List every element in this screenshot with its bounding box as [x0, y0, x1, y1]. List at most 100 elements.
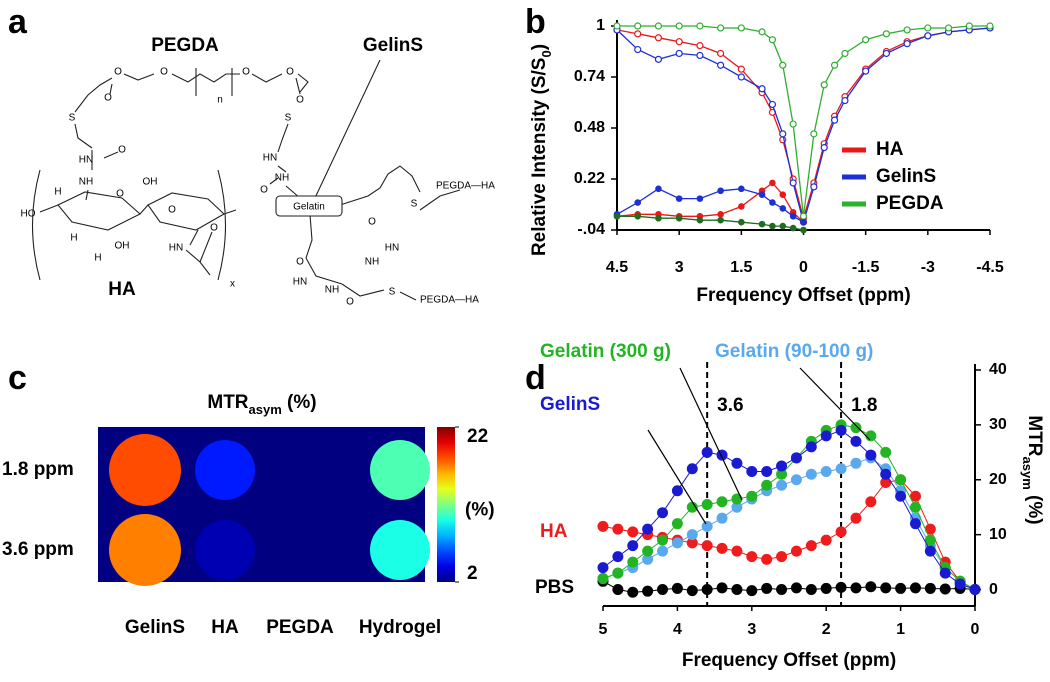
- data-point: [909, 490, 921, 502]
- atom-label: S: [389, 287, 396, 298]
- y-tick-label: 40: [989, 361, 1007, 378]
- gelatin-box: [275, 195, 343, 217]
- atom-label: NH: [275, 173, 289, 184]
- data-point: [634, 22, 642, 30]
- data-point: [835, 463, 847, 475]
- data-point: [939, 583, 951, 595]
- data-point: [880, 446, 892, 458]
- data-point: [779, 222, 787, 230]
- series-label: GelinS: [540, 394, 600, 415]
- data-point: [820, 81, 828, 89]
- atom-label: O: [114, 67, 122, 78]
- data-point: [830, 61, 839, 69]
- data-point: [612, 567, 624, 579]
- data-point: [634, 45, 642, 54]
- data-point: [731, 584, 743, 596]
- atom-label: O: [242, 67, 250, 78]
- data-point: [865, 496, 877, 508]
- data-point: [627, 586, 639, 598]
- y-axis-label-main: MTR: [1024, 415, 1045, 456]
- data-point: [865, 430, 877, 442]
- data-point: [909, 501, 921, 513]
- x-tick-label: 4: [673, 621, 682, 638]
- data-point: [761, 479, 773, 491]
- leader-line: [647, 429, 707, 525]
- atom-label: O: [296, 95, 304, 106]
- data-point: [850, 435, 862, 447]
- x-tick-label: -3: [921, 259, 935, 276]
- atom-label: O: [368, 217, 376, 228]
- data-point: [627, 540, 639, 552]
- x-axis-label: Frequency Offset (ppm): [696, 285, 910, 306]
- data-point: [835, 526, 847, 538]
- data-point: [944, 24, 953, 32]
- atom-label: HN: [169, 243, 183, 254]
- data-point: [768, 100, 777, 109]
- data-point: [716, 542, 728, 554]
- data-point: [924, 582, 936, 594]
- data-point: [716, 582, 728, 594]
- data-point: [924, 24, 932, 32]
- data-point: [850, 422, 862, 434]
- x-tick-label: 0: [971, 621, 980, 638]
- data-point: [675, 195, 683, 202]
- data-point: [696, 195, 704, 202]
- leader-line: [679, 367, 743, 501]
- data-point: [790, 474, 802, 486]
- reference-label: 3.6: [717, 395, 743, 416]
- y-tick-label: 0: [989, 581, 998, 598]
- data-point: [597, 520, 609, 532]
- x-tick-label: 1: [896, 621, 905, 638]
- series-label: Gelatin (300 g): [540, 341, 671, 362]
- gelatin-label: Gelatin: [293, 202, 325, 213]
- data-point: [686, 463, 698, 475]
- data-point: [805, 540, 817, 552]
- series-label: PBS: [535, 577, 574, 598]
- atom-label: O: [160, 67, 168, 78]
- atom-label: O: [346, 297, 354, 308]
- atom-label: H: [54, 187, 61, 198]
- data-point: [737, 24, 745, 32]
- link-label: PEGDA—HA: [436, 181, 495, 192]
- x-tick-label: 4.5: [606, 259, 628, 276]
- atom-label: HO: [21, 209, 36, 220]
- data-point: [779, 191, 787, 198]
- data-point: [671, 582, 683, 594]
- data-point: [800, 218, 807, 226]
- leader-line: [799, 367, 871, 441]
- sample-spot: [296, 546, 304, 554]
- x-tick-label: 5: [599, 621, 608, 638]
- atom-label: O: [118, 145, 126, 156]
- data-point: [789, 179, 797, 187]
- data-point: [675, 22, 683, 30]
- data-point: [850, 582, 862, 594]
- data-point: [790, 545, 802, 557]
- data-point: [882, 49, 890, 58]
- column-label: Hydrogel: [359, 617, 441, 638]
- data-point: [731, 493, 743, 505]
- data-point: [634, 30, 642, 38]
- atom-label: NH: [365, 257, 379, 268]
- data-point: [717, 61, 725, 69]
- data-point: [737, 65, 745, 73]
- data-point: [761, 582, 773, 594]
- row-label: 1.8 ppm: [2, 459, 74, 480]
- data-point: [696, 216, 704, 224]
- data-point: [903, 26, 911, 34]
- data-point: [768, 36, 777, 44]
- sample-spot: [109, 434, 181, 506]
- sample-spot: [195, 520, 255, 580]
- y-axis-label-end: ): [529, 44, 550, 50]
- data-point: [696, 42, 704, 50]
- y-tick-label: 0.74: [574, 68, 605, 85]
- atom-label: S: [285, 113, 292, 124]
- data-point: [731, 545, 743, 557]
- panel-label: d: [525, 359, 546, 397]
- data-point: [717, 187, 724, 195]
- data-point: [776, 584, 788, 596]
- data-point: [835, 581, 847, 593]
- reference-label: 1.8: [851, 395, 877, 416]
- y-tick-label: 10: [989, 526, 1007, 543]
- column-label: GelinS: [125, 617, 185, 638]
